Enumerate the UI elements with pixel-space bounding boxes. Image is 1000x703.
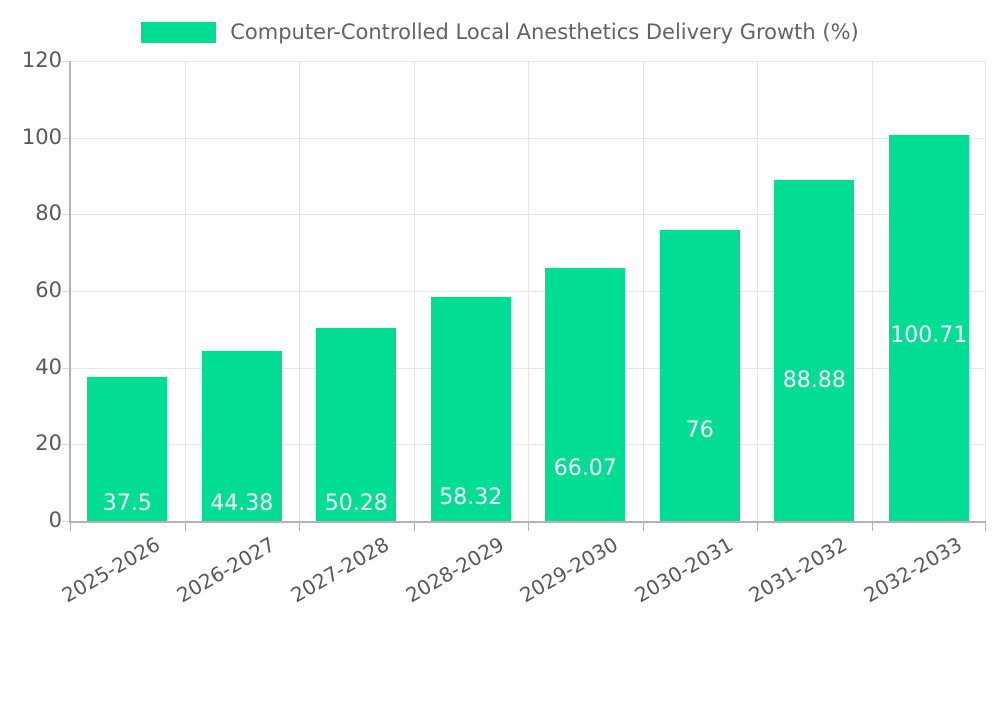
y-axis-tick-label: 120 bbox=[21, 48, 62, 72]
y-axis-tick-label: 0 bbox=[48, 508, 62, 532]
y-axis-tick-label: 80 bbox=[35, 201, 62, 226]
bar-value-label: 50.28 bbox=[324, 491, 388, 516]
x-axis-tick-mark bbox=[70, 522, 71, 531]
y-axis-tick-label: 40 bbox=[35, 354, 62, 379]
bar-value-label: 88.88 bbox=[782, 368, 846, 394]
legend-color-swatch-icon bbox=[141, 21, 217, 43]
bar-2028-2029[interactable] bbox=[430, 297, 511, 521]
x-axis-tick-mark bbox=[643, 522, 644, 531]
y-axis-tick-mark bbox=[62, 367, 70, 369]
y-axis-tick-label: 20 bbox=[35, 431, 62, 456]
y-axis-tick-label: 100 bbox=[21, 124, 62, 149]
bar-2032-2033[interactable] bbox=[888, 134, 969, 521]
bar-value-label: 58.32 bbox=[439, 485, 503, 511]
bar-2031-2032[interactable] bbox=[774, 180, 855, 521]
x-axis-tick-mark bbox=[757, 522, 758, 531]
y-axis-tick-mark bbox=[62, 214, 70, 216]
gridline-vertical bbox=[757, 61, 758, 521]
bar-chart: Computer-Controlled Local Anesthetics De… bbox=[0, 0, 1000, 608]
y-axis-tick-mark bbox=[62, 444, 70, 446]
gridline-vertical bbox=[299, 61, 300, 521]
bar-2027-2028[interactable] bbox=[316, 328, 397, 521]
x-axis-tick-mark bbox=[185, 522, 186, 531]
x-axis-tick-mark bbox=[528, 522, 529, 531]
bar-value-label: 100.71 bbox=[890, 322, 968, 348]
y-axis-line bbox=[69, 61, 71, 522]
bar-value-label: 76 bbox=[685, 417, 714, 443]
x-axis-line bbox=[69, 521, 986, 523]
chart-legend: Computer-Controlled Local Anesthetics De… bbox=[0, 14, 1000, 50]
y-axis-tick-mark bbox=[62, 521, 70, 522]
x-axis-tick-mark bbox=[872, 522, 873, 531]
bar-2030-2031[interactable] bbox=[659, 229, 740, 521]
gridline-vertical bbox=[643, 61, 644, 521]
x-axis-tick-mark bbox=[985, 522, 986, 531]
x-axis-tick-mark bbox=[414, 522, 415, 531]
gridline-vertical bbox=[414, 61, 415, 521]
bar-value-label: 37.5 bbox=[102, 491, 152, 516]
y-axis-tick-labels: 0 20 40 60 80 100 120 bbox=[0, 0, 70, 600]
bar-value-label: 44.38 bbox=[210, 491, 274, 516]
bar-2025-2026[interactable] bbox=[87, 377, 168, 521]
y-axis-tick-label: 60 bbox=[35, 278, 62, 302]
gridline-vertical bbox=[985, 61, 986, 521]
plot-area: 37.5 44.38 50.28 58.32 66.07 76 88.88 100.71 bbox=[70, 61, 986, 522]
x-axis-tick-mark bbox=[299, 522, 300, 531]
bar-2026-2027[interactable] bbox=[201, 350, 282, 521]
gridline-vertical bbox=[872, 61, 873, 521]
legend-item-series-1[interactable]: Computer-Controlled Local Anesthetics De… bbox=[141, 20, 859, 44]
y-axis-tick-mark bbox=[62, 61, 70, 62]
y-axis-tick-mark bbox=[62, 137, 70, 139]
gridline-vertical bbox=[528, 61, 529, 521]
bar-2029-2030[interactable] bbox=[545, 267, 626, 521]
legend-label-series-1: Computer-Controlled Local Anesthetics De… bbox=[230, 20, 859, 44]
y-axis-tick-mark bbox=[62, 291, 70, 292]
gridline-vertical bbox=[185, 61, 186, 521]
bar-value-label: 66.07 bbox=[553, 455, 617, 481]
